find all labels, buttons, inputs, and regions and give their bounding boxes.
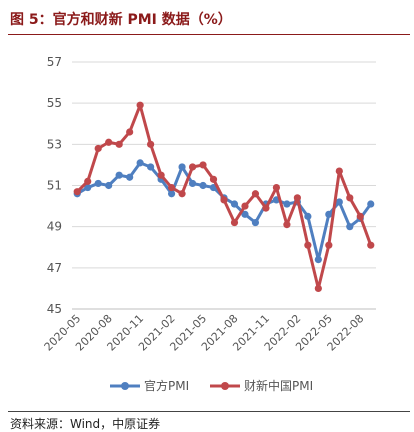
data-point-s1: [325, 210, 333, 218]
data-point-s2: [272, 183, 281, 192]
data-point-s2: [335, 167, 343, 175]
data-point-s2: [105, 138, 113, 146]
y-tick-label: 49: [47, 220, 62, 234]
title-divider: [8, 34, 410, 35]
x-axis: 2020-052020-082020-112021-022021-052021-…: [42, 312, 367, 354]
data-point-s2: [283, 221, 291, 229]
data-point-s1: [304, 212, 312, 220]
source-divider: [8, 411, 410, 412]
data-point-s1: [94, 179, 102, 188]
data-point-s2: [241, 202, 249, 210]
legend-marker-1: [121, 382, 129, 390]
data-point-s1: [314, 256, 322, 264]
data-point-s1: [105, 181, 113, 190]
y-tick-label: 45: [47, 302, 62, 316]
series-group: [73, 101, 375, 293]
data-point-s2: [84, 177, 92, 185]
data-point-s2: [230, 218, 239, 227]
data-point-s1: [241, 210, 249, 218]
data-point-s2: [367, 241, 375, 249]
y-tick-label: 53: [47, 137, 62, 151]
data-point-s2: [251, 190, 260, 198]
data-point-s2: [126, 128, 134, 136]
data-point-s2: [115, 140, 123, 148]
legend-label-1: 官方PMI: [144, 378, 189, 393]
data-point-s1: [84, 183, 92, 192]
data-point-s1: [115, 171, 123, 179]
data-point-s1: [283, 200, 291, 208]
data-point-s2: [136, 101, 144, 109]
data-point-s1: [367, 200, 375, 208]
data-point-s1: [346, 223, 354, 231]
data-point-s2: [178, 190, 186, 198]
pmi-line-chart: 45 47 49 51 53 55 57 2020-052020-082020-112021…: [42, 55, 376, 393]
data-point-s2: [73, 188, 81, 196]
y-tick-label: 55: [47, 96, 62, 110]
data-point-s2: [199, 161, 207, 169]
data-point-s2: [220, 196, 228, 204]
data-point-s1: [230, 200, 239, 208]
data-point-s2: [188, 163, 197, 171]
data-point-s2: [167, 183, 176, 192]
figure-title: 图 5：官方和财新 PMI 数据（%）: [10, 12, 232, 28]
data-point-s2: [346, 194, 354, 202]
data-point-s1: [136, 159, 144, 167]
data-point-s2: [147, 140, 155, 148]
y-tick-label: 47: [47, 261, 62, 275]
data-point-s1: [178, 163, 186, 171]
data-point-s1: [126, 173, 134, 181]
data-point-s1: [167, 190, 176, 198]
data-point-s1: [188, 179, 197, 188]
data-point-s2: [325, 241, 333, 249]
gridlines: [72, 61, 376, 310]
data-point-s1: [199, 181, 207, 190]
data-point-s2: [314, 284, 322, 293]
data-point-s2: [304, 241, 312, 249]
data-point-s1: [147, 163, 155, 171]
data-point-s2: [209, 175, 218, 183]
source-note: 资料来源：Wind，中原证券: [10, 417, 161, 431]
legend: 官方PMI 财新中国PMI: [110, 378, 313, 393]
data-point-s1: [251, 218, 260, 227]
data-point-s1: [335, 198, 343, 206]
data-point-s2: [293, 194, 301, 202]
y-axis-ticks: 45 47 49 51 53 55 57: [47, 55, 62, 316]
legend-label-2: 财新中国PMI: [244, 378, 313, 393]
y-tick-label: 51: [47, 179, 62, 193]
data-point-s2: [157, 171, 165, 179]
data-point-s2: [262, 204, 270, 212]
data-point-s2: [356, 212, 364, 220]
y-tick-label: 57: [47, 55, 62, 69]
data-point-s2: [94, 144, 102, 153]
legend-marker-2: [221, 382, 229, 390]
